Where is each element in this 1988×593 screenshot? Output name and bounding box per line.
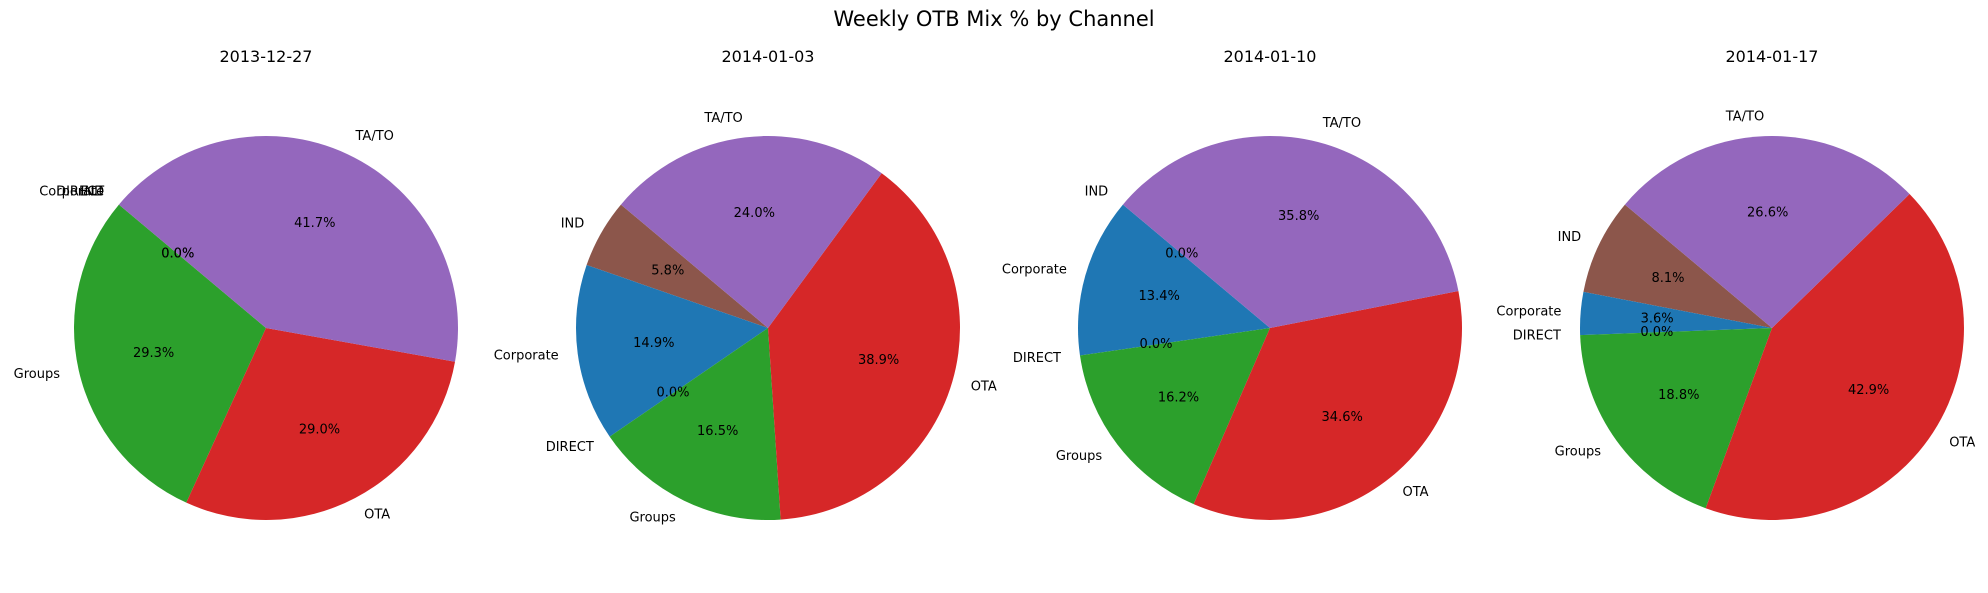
slice-pct-corporate: 14.9%: [633, 336, 674, 351]
pie-slice-groups: [74, 204, 267, 503]
slice-label-direct: DIRECT: [56, 185, 104, 200]
slice-label-direct: DIRECT: [1013, 351, 1061, 366]
slice-label-direct: DIRECT: [546, 440, 594, 455]
slice-pct-ta-to: 24.0%: [734, 206, 775, 221]
slice-label-ota: OTA: [1949, 436, 1975, 451]
slice-pct-direct: 0.0%: [656, 386, 689, 401]
slice-label-groups: Groups: [629, 511, 676, 526]
pie-chart-3: 2014-01-10 IND 0.0% Corporate 13.4% DIRECT 0.0…: [1002, 47, 1463, 521]
pie-slice-groups: [1580, 328, 1772, 509]
slice-label-ind: IND: [81, 185, 105, 200]
slice-label-groups: Groups: [1555, 445, 1602, 460]
slice-pct-groups: 16.2%: [1158, 391, 1199, 406]
pie-title: 2014-01-10: [1224, 47, 1317, 66]
pie-slice-corporate: [1579, 291, 1772, 336]
slice-label-corporate: Corporate: [1496, 304, 1561, 319]
slice-pct-groups: 29.3%: [133, 346, 174, 361]
slice-pct-groups: 16.5%: [697, 424, 738, 439]
slice-pct-ta-to: 35.8%: [1278, 209, 1319, 224]
slice-pct-direct: 0.0%: [161, 247, 194, 262]
pie-slice-groups: [609, 328, 781, 520]
slice-pct-direct: 0.0%: [1640, 325, 1673, 340]
slice-pct-ind: 5.8%: [651, 264, 684, 279]
slice-label-corporate: Corporate: [1002, 263, 1067, 278]
slice-pct-direct: 0.0%: [1139, 337, 1172, 352]
pie-title: 2014-01-17: [1726, 47, 1819, 66]
slice-pct-ota: 29.0%: [299, 423, 340, 438]
pie-chart-2: 2014-01-03 IND 5.8% Corporate 14.9% DIRECT 0.0…: [494, 47, 997, 526]
slice-pct-groups: 18.8%: [1658, 388, 1699, 403]
slice-label-groups: Groups: [1056, 449, 1103, 464]
pie-slice-ta-to: [118, 135, 458, 362]
slice-label-corporate: Corporate: [494, 349, 559, 364]
slice-label-ta-to: TA/TO: [355, 129, 394, 144]
slice-pct-ind: 0.0%: [1165, 247, 1198, 262]
slice-label-ind: IND: [1558, 230, 1582, 245]
slice-pct-ta-to: 41.7%: [294, 216, 335, 231]
slice-pct-corporate: 0.0%: [161, 247, 194, 262]
slice-label-direct: DIRECT: [1513, 328, 1561, 343]
figure-title: Weekly OTB Mix % by Channel: [833, 7, 1154, 31]
slice-pct-ta-to: 26.6%: [1747, 205, 1788, 220]
pie-slice-ta-to: [1122, 135, 1459, 328]
pie-slice-ota: [186, 328, 456, 520]
slice-pct-corporate: 3.6%: [1641, 312, 1674, 327]
pie-slice-groups: [1079, 328, 1270, 505]
pie-slice-ota: [768, 173, 960, 520]
pie-slice-ind: [586, 204, 768, 328]
slice-label-ota: OTA: [971, 380, 997, 395]
slice-pct-ota: 34.6%: [1322, 410, 1363, 425]
slice-label-ta-to: TA/TO: [1322, 116, 1361, 131]
pie-slice-ta-to: [620, 136, 882, 328]
slice-pct-ind: 8.1%: [1651, 271, 1684, 286]
slice-label-groups: Groups: [14, 367, 61, 382]
slice-label-ind: IND: [1085, 185, 1109, 200]
slice-pct-corporate: 13.4%: [1139, 289, 1180, 304]
pie-slice-ta-to: [1624, 136, 1910, 328]
pie-slice-corporate: [575, 265, 768, 437]
pie-chart-4: 2014-01-17 IND 8.1% Corporate 3.6% DIRECT 0.0%…: [1496, 47, 1975, 520]
slice-label-ta-to: TA/TO: [703, 111, 742, 126]
pie-chart-1: 2013-12-27INDDIRECT0.0%Corporate0.0%Grou…: [14, 47, 458, 523]
pie-slice-ota: [1705, 194, 1964, 520]
slice-label-corporate: Corporate: [39, 185, 104, 200]
slice-label-ind: IND: [561, 216, 585, 231]
pie-slice-ota: [1193, 290, 1463, 521]
pie-title: 2013-12-27: [220, 47, 313, 66]
pie-slice-ind: [1583, 204, 1772, 328]
slice-label-ota: OTA: [364, 508, 390, 523]
pie-title: 2014-01-03: [722, 47, 815, 66]
slice-pct-ota: 42.9%: [1848, 383, 1889, 398]
pie-slice-corporate: [1077, 204, 1270, 356]
slice-label-ta-to: TA/TO: [1725, 109, 1764, 124]
slice-label-ota: OTA: [1403, 485, 1429, 500]
slice-pct-ota: 38.9%: [858, 353, 899, 368]
